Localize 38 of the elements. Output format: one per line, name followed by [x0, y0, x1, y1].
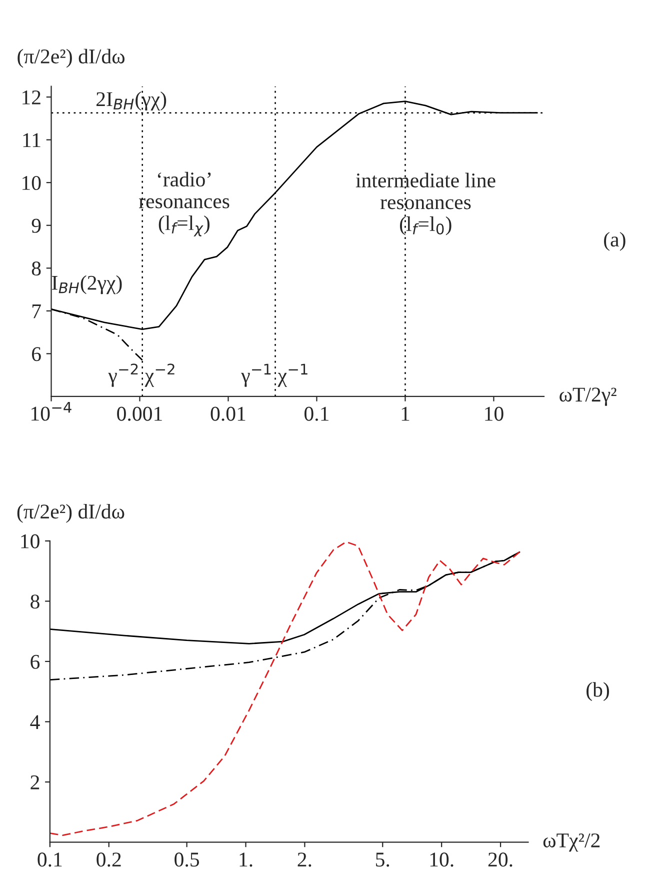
x-tick-label: 0.1	[304, 406, 328, 421]
y-tick-label: 7	[32, 304, 41, 318]
x-tick-label: 0.001	[117, 406, 162, 421]
y-tick-label: 6	[30, 654, 40, 669]
x-tick-label: 20.	[488, 852, 512, 867]
x-tick-label: 0.1	[38, 852, 62, 867]
ref-line-label: 2I$_{BH}$(γχ)	[96, 92, 166, 110]
x-tick-label: 10.	[430, 852, 454, 867]
annotation: intermediate line resonances (l$_{f}$=l$_{0}$)	[356, 172, 496, 236]
y-tick-label: 10	[22, 176, 41, 190]
y-tick-label: 11	[23, 133, 40, 148]
y-tick-label: 10	[21, 534, 40, 548]
x-axis-title: ωTχ²/2	[543, 833, 600, 852]
ref-line-label: γ$^{−1}$ χ$^{−1}$	[241, 364, 308, 387]
y-tick-label: 8	[30, 594, 40, 609]
y-tick-label: 6	[32, 347, 41, 362]
y-tick-label: 9	[32, 218, 41, 233]
x-tick-label: 10	[485, 406, 504, 421]
x-tick-label: 0.5	[174, 852, 200, 867]
ref-line-label: γ$^{−2}$ χ$^{−2}$	[108, 364, 174, 387]
annotation: ‘radio’ resonances (l$_{f}$=l$_{χ}$)	[139, 172, 230, 236]
x-tick-label: 10$^{−4}$	[32, 402, 72, 421]
y-tick-label: 8	[32, 262, 41, 276]
y-axis-title: (π/2e²) dI/dω	[17, 504, 124, 523]
y-tick-label: 4	[30, 715, 40, 729]
text: (a)	[604, 232, 626, 251]
x-axis-title: ωT/2γ²	[560, 388, 616, 406]
y-tick-label: 2	[30, 775, 40, 790]
x-tick-label: 2.	[298, 852, 312, 867]
x-tick-label: 5.	[376, 852, 390, 867]
text: (b)	[586, 682, 609, 702]
x-tick-label: 1	[402, 406, 410, 421]
x-tick-label: 1.	[240, 852, 252, 867]
x-tick-label: 0.2	[96, 852, 121, 867]
annotation: I$_{BH}$(2γχ)	[52, 275, 122, 294]
y-tick-label: 12	[22, 90, 40, 104]
x-tick-label: 0.01	[210, 406, 246, 421]
y-axis-title: (π/2e²) dI/dω	[18, 48, 125, 68]
